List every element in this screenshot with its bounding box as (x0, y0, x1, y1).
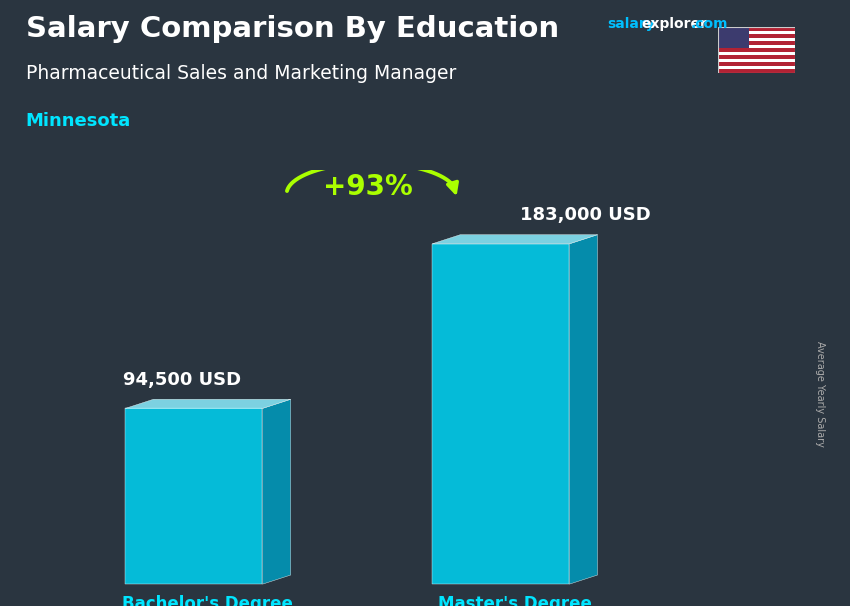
Polygon shape (432, 244, 570, 584)
Polygon shape (125, 399, 291, 408)
Polygon shape (718, 69, 795, 73)
Polygon shape (718, 48, 795, 52)
Text: Pharmaceutical Sales and Marketing Manager: Pharmaceutical Sales and Marketing Manag… (26, 64, 456, 82)
Polygon shape (718, 27, 795, 31)
Polygon shape (718, 62, 795, 65)
Text: 183,000 USD: 183,000 USD (520, 206, 651, 224)
Polygon shape (570, 235, 598, 584)
Polygon shape (718, 59, 795, 62)
Text: Salary Comparison By Education: Salary Comparison By Education (26, 15, 558, 43)
Polygon shape (718, 27, 749, 48)
Text: Minnesota: Minnesota (26, 112, 131, 130)
Polygon shape (125, 408, 263, 584)
Text: salary: salary (608, 17, 655, 31)
Polygon shape (718, 38, 795, 41)
Polygon shape (718, 45, 795, 48)
Text: Average Yearly Salary: Average Yearly Salary (815, 341, 825, 447)
Text: explorer: explorer (642, 17, 707, 31)
Polygon shape (718, 52, 795, 55)
Polygon shape (263, 399, 291, 584)
Text: .com: .com (691, 17, 728, 31)
Polygon shape (432, 235, 598, 244)
Polygon shape (718, 55, 795, 59)
Polygon shape (718, 41, 795, 45)
Polygon shape (718, 31, 795, 35)
Text: Bachelor's Degree: Bachelor's Degree (122, 595, 293, 606)
Polygon shape (718, 35, 795, 38)
Polygon shape (718, 65, 795, 69)
Text: 94,500 USD: 94,500 USD (122, 371, 241, 389)
Text: Master's Degree: Master's Degree (438, 595, 592, 606)
Text: +93%: +93% (322, 173, 412, 201)
